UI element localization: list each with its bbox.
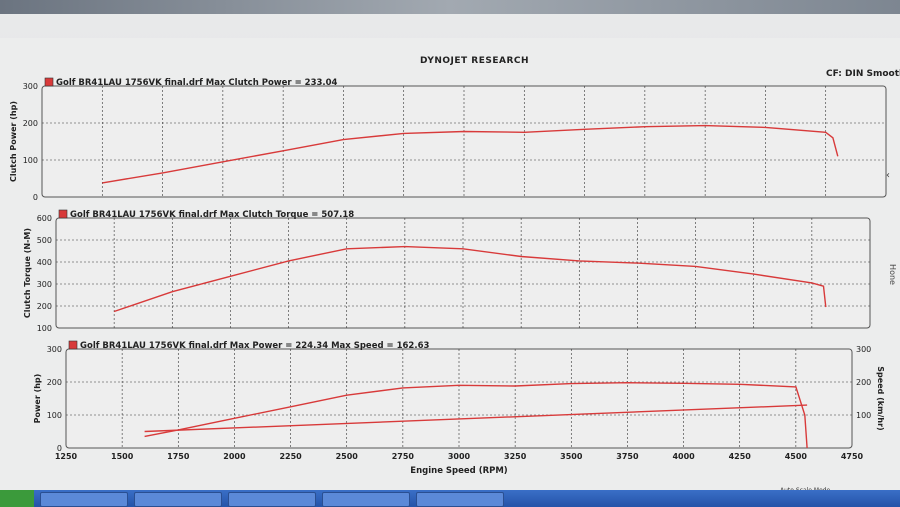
y-tick-label: 300 — [47, 345, 62, 354]
y-tick-label: 200 — [37, 302, 52, 311]
y-tick-label: 0 — [57, 444, 62, 453]
legend-swatch — [58, 209, 68, 219]
report-title: DYNOJET RESEARCH — [420, 56, 530, 66]
x-tick-label: 2250 — [279, 452, 302, 461]
y2-tick-label: 300 — [856, 345, 871, 354]
x-tick-label: 3250 — [504, 452, 527, 461]
y-tick-label: 100 — [47, 411, 62, 420]
taskbar-item[interactable] — [40, 492, 128, 507]
windows-taskbar — [0, 490, 900, 507]
y-tick-label: 100 — [37, 324, 52, 333]
x-tick-label: 1500 — [111, 452, 134, 461]
x-tick-label: 2500 — [336, 452, 359, 461]
y-tick-label: 500 — [37, 236, 52, 245]
y-tick-label: 200 — [23, 119, 38, 128]
y-tick-label: 400 — [37, 258, 52, 267]
taskbar-item[interactable] — [134, 492, 222, 507]
series-line-power — [144, 381, 808, 449]
taskbar-item[interactable] — [322, 492, 410, 507]
series-line — [102, 124, 839, 184]
x-tick-label: 1250 — [55, 452, 78, 461]
start-button[interactable] — [0, 490, 34, 507]
dyno-charts: 0 100 200 300 Clutch Power (hp) Golf BR41LAU … — [9, 77, 887, 476]
x-tick-label: 3000 — [448, 452, 471, 461]
window-top-bar — [0, 0, 900, 14]
taskbar-item[interactable] — [228, 492, 316, 507]
series-line — [113, 245, 827, 313]
y-axis-label: Clutch Torque (N-M) — [23, 228, 32, 318]
legend-swatch — [68, 340, 78, 350]
y2-tick-label: 100 — [856, 411, 871, 420]
scroll-arrow-icon[interactable]: ‹ — [886, 170, 890, 181]
y-axis-label: Clutch Power (hp) — [9, 101, 18, 182]
y-tick-label: 100 — [23, 156, 38, 165]
x-axis-label: Engine Speed (RPM) — [410, 466, 508, 476]
y-tick-label: 300 — [37, 280, 52, 289]
legend-label: Golf BR41LAU 1756VK final.drf Max Clutch… — [56, 78, 338, 88]
y-axis-label: Power (hp) — [33, 374, 42, 424]
legend-label: Golf BR41LAU 1756VK final.drf Max Clutch… — [70, 210, 354, 220]
y2-axis-label: Speed (km/hr) — [876, 366, 885, 430]
y-tick-label: 300 — [23, 82, 38, 91]
y-tick-label: 200 — [47, 378, 62, 387]
legend-label: Golf BR41LAU 1756VK final.drf Max Power … — [80, 341, 429, 351]
x-tick-label: 4500 — [785, 452, 808, 461]
y-tick-label: 600 — [37, 214, 52, 223]
taskbar-item[interactable] — [416, 492, 504, 507]
legend-swatch — [44, 77, 54, 87]
x-tick-label: 4250 — [729, 452, 752, 461]
y-tick-label: 0 — [33, 193, 38, 202]
x-tick-label: 4000 — [672, 452, 695, 461]
x-tick-label: 4750 — [841, 452, 864, 461]
y2-tick-label: 200 — [856, 378, 871, 387]
x-tick-label: 3750 — [616, 452, 639, 461]
x-tick-label: 3500 — [560, 452, 583, 461]
x-tick-label: 1750 — [167, 452, 190, 461]
x-tick-label: 2000 — [223, 452, 246, 461]
x-tick-label: 2750 — [392, 452, 415, 461]
correction-factor-label: CF: DIN Smooth — [826, 69, 900, 79]
series-line-speed — [144, 404, 808, 433]
